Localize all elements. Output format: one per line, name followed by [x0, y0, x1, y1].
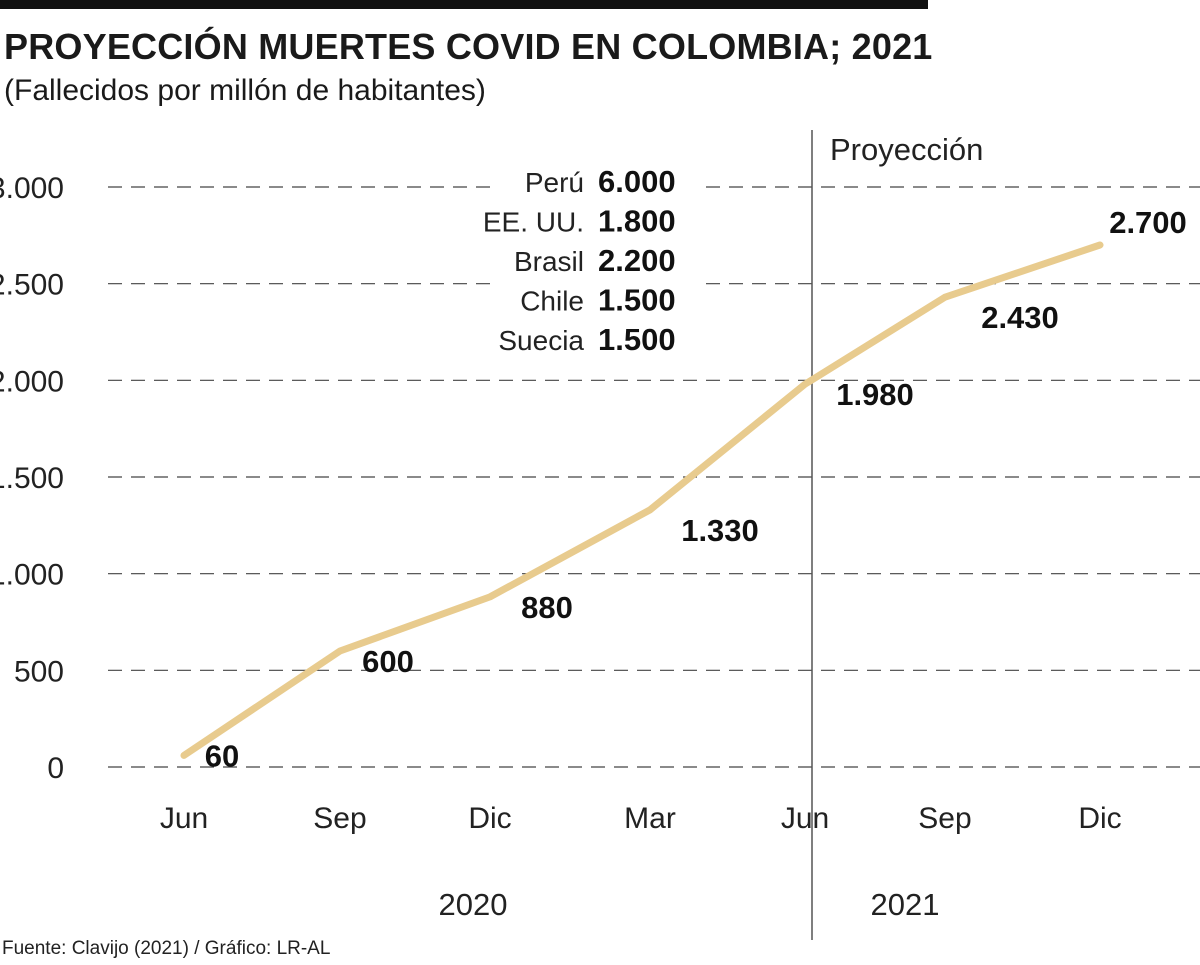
x-tick-label: Mar	[624, 802, 676, 835]
data-point	[1096, 241, 1104, 249]
comparison-value: 1.500	[598, 322, 676, 357]
comparison-value: 1.500	[598, 283, 676, 318]
data-label: 600	[362, 644, 414, 679]
x-tick-label: Sep	[918, 802, 971, 835]
data-label: 60	[205, 738, 239, 773]
comparison-country: EE. UU.	[483, 207, 584, 238]
chart-subtitle: (Fallecidos por millón de habitantes)	[4, 74, 486, 107]
data-label: 2.430	[981, 300, 1059, 335]
x-tick-label: Dic	[468, 802, 511, 835]
data-point	[180, 752, 188, 759]
data-point	[336, 647, 344, 655]
comparison-value: 6.000	[598, 164, 676, 199]
x-tick-label: Sep	[313, 802, 366, 835]
data-label: 880	[521, 590, 573, 625]
top-rule	[0, 0, 928, 9]
data-point	[486, 593, 494, 601]
comparison-backdrop	[498, 158, 703, 360]
chart-title: PROYECCIÓN MUERTES COVID EN COLOMBIA; 20…	[4, 26, 933, 67]
comparison-country: Perú	[525, 167, 584, 198]
comparison-country: Suecia	[498, 325, 584, 356]
data-point	[941, 294, 949, 301]
y-tick-label: 0	[47, 752, 64, 785]
y-tick-label: 2.500	[0, 269, 64, 302]
data-point	[646, 506, 654, 514]
year-label: 2021	[871, 887, 940, 922]
y-tick-label: 2.000	[0, 365, 64, 398]
y-tick-label: 3.000	[0, 172, 64, 205]
data-label: 2.700	[1109, 205, 1187, 240]
comparison-value: 2.200	[598, 243, 676, 278]
x-tick-label: Dic	[1078, 802, 1121, 835]
projection-label: Proyección	[830, 132, 983, 167]
data-label: 1.980	[836, 377, 914, 412]
comparison-country: Brasil	[514, 246, 584, 277]
y-tick-label: 1.000	[0, 559, 64, 592]
data-label: 1.330	[681, 513, 759, 548]
comparison-value: 1.800	[598, 204, 676, 239]
data-point	[801, 381, 809, 388]
year-label: 2020	[439, 887, 508, 922]
x-tick-label: Jun	[781, 802, 829, 835]
source-note: Fuente: Clavijo (2021) / Gráfico: LR-AL	[2, 938, 331, 959]
y-tick-label: 500	[14, 655, 64, 688]
x-tick-label: Jun	[160, 802, 208, 835]
comparison-country: Chile	[520, 286, 584, 317]
y-tick-label: 1.500	[0, 462, 64, 495]
